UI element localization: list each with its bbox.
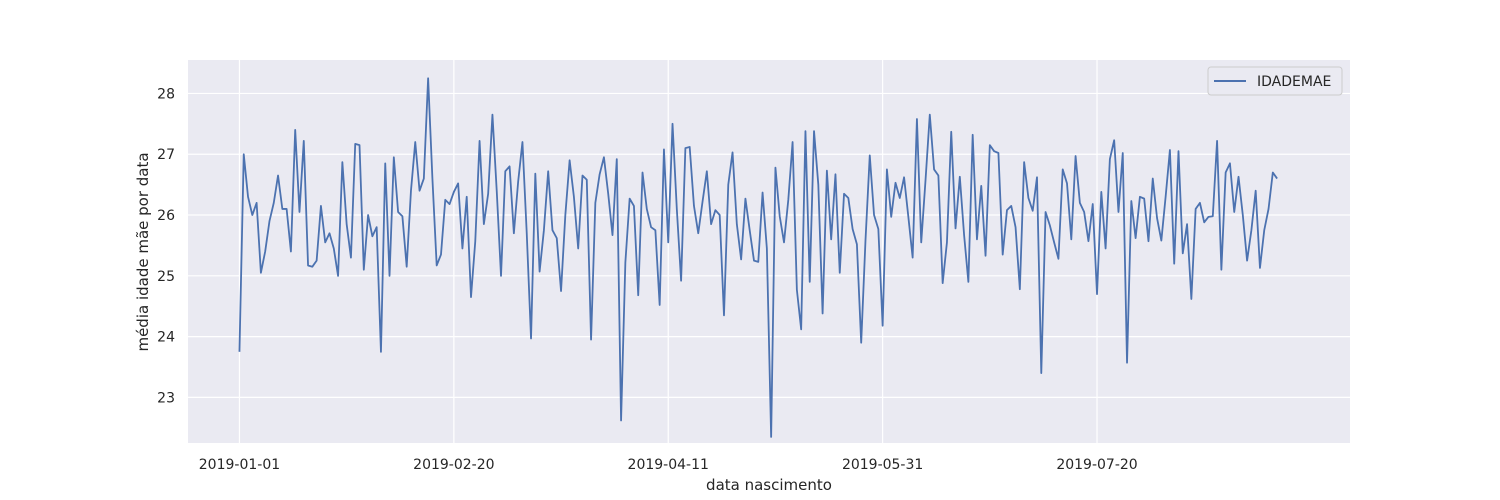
series-line-idademae	[238, 77, 1278, 438]
y-tick-label: 24	[157, 330, 175, 346]
x-tick-label: 2019-01-01	[199, 457, 280, 473]
y-tick-labels: 23 24 25 26 27 28	[157, 86, 175, 406]
y-tick-label: 26	[157, 208, 175, 224]
legend-box	[1207, 66, 1343, 96]
x-tick-labels: 2019-01-01 2019-02-20 2019-04-11 2019-05-31…	[199, 457, 1138, 473]
legend-label: IDADEMAE	[1257, 74, 1331, 90]
y-tick-label: 25	[157, 269, 175, 285]
legend: IDADEMAE	[1207, 66, 1343, 96]
x-axis-label: data nascimento	[706, 476, 832, 494]
x-tick-label: 2019-02-20	[413, 457, 494, 473]
x-tick-label: 2019-04-11	[628, 457, 709, 473]
series-layer	[238, 77, 1278, 438]
x-tick-label: 2019-05-31	[842, 457, 923, 473]
y-tick-label: 27	[157, 147, 175, 163]
y-tick-label: 23	[157, 390, 175, 406]
y-axis-label: média idade mãe por data	[134, 152, 152, 351]
x-tick-label: 2019-07-20	[1056, 457, 1137, 473]
y-tick-label: 28	[157, 86, 175, 102]
